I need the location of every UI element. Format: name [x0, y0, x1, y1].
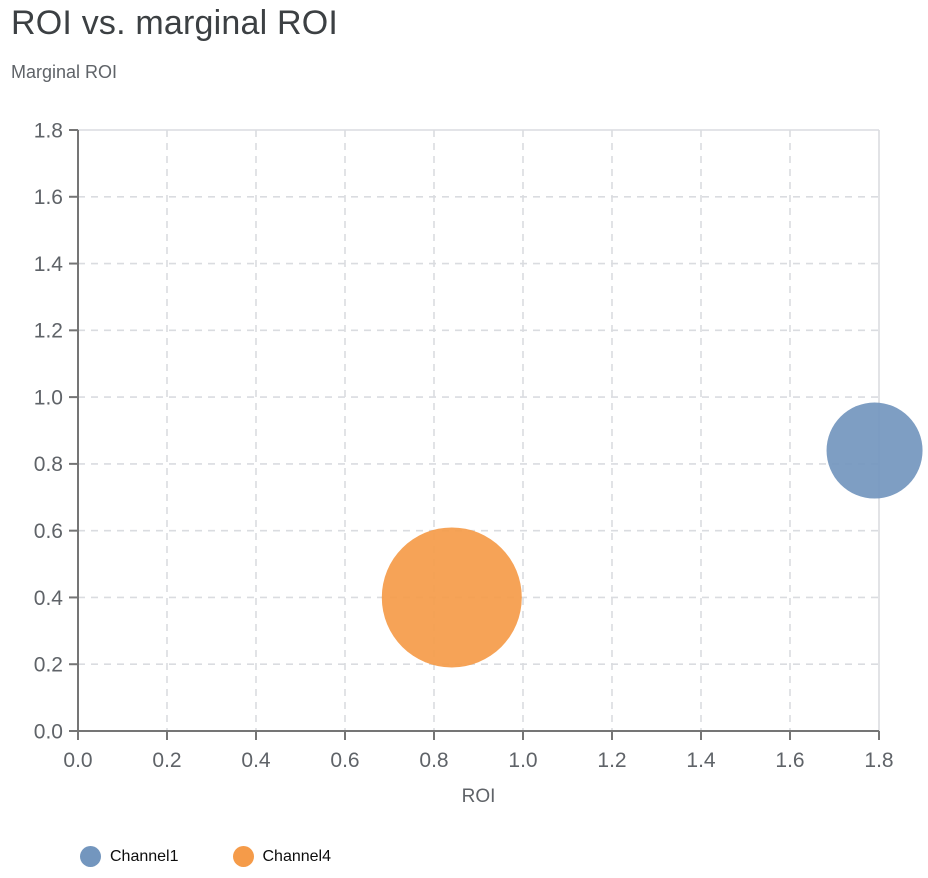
x-tick-label: 0.6: [330, 749, 359, 772]
legend-item-channel4[interactable]: Channel4: [232, 846, 332, 867]
legend-label: Channel4: [262, 847, 332, 865]
y-tick-label: 1.0: [34, 386, 63, 409]
legend-swatch-icon: [80, 846, 101, 867]
y-tick-label: 0.0: [34, 720, 63, 743]
x-tick-label: 1.2: [597, 749, 626, 772]
x-tick-label: 0.0: [63, 749, 92, 772]
chart-legend: Channel1 Channel4: [80, 846, 331, 867]
bubble-channel1: [826, 402, 923, 499]
x-tick-label: 1.8: [864, 749, 893, 772]
legend-item-channel1[interactable]: Channel1: [80, 846, 179, 867]
bubble-chart: 0.0 0.2 0.4 0.6 0.8 1.0 1.2 1.4 1.6 1.8 0.0 0.2 0.4 0…: [0, 108, 928, 878]
x-tick-label: 1.6: [775, 749, 804, 772]
y-tick-label: 0.4: [34, 587, 64, 610]
y-tick-label: 1.4: [34, 253, 64, 276]
legend-label: Channel1: [110, 847, 179, 865]
x-tick-label: 0.4: [241, 749, 271, 772]
legend-swatch-icon: [232, 846, 254, 867]
chart-title: ROI vs. marginal ROI: [11, 4, 339, 42]
y-tick-label: 1.8: [34, 119, 63, 142]
y-tick-label: 1.6: [34, 186, 63, 209]
chart-svg[interactable]: 0.0 0.2 0.4 0.6 0.8 1.0 1.2 1.4 1.6 1.8 0.0 0.2 0.4 0…: [0, 108, 928, 808]
y-axis-title: Marginal ROI: [11, 62, 118, 82]
y-tick-label: 0.8: [34, 453, 63, 476]
x-tick-label: 0.8: [419, 749, 448, 772]
x-tick-label: 1.0: [508, 749, 537, 772]
y-tick-label: 1.2: [34, 320, 63, 343]
bubble-channel4: [381, 527, 522, 668]
x-axis-title: ROI: [461, 786, 496, 807]
y-tick-label: 0.6: [34, 520, 63, 543]
x-tick-label: 0.2: [152, 749, 181, 772]
y-tick-label: 0.2: [34, 654, 63, 677]
x-tick-label: 1.4: [686, 749, 716, 772]
